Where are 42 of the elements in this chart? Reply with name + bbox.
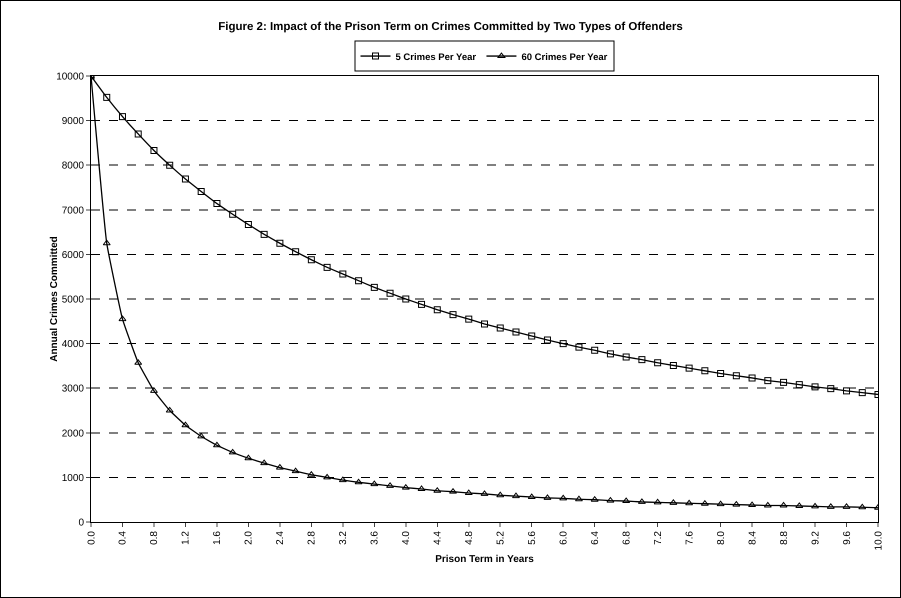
x-tick-label: 1.6 bbox=[212, 530, 224, 545]
x-tick-label: 7.6 bbox=[684, 530, 696, 545]
x-tick-label: 3.2 bbox=[338, 530, 350, 545]
x-tick-label: 8.4 bbox=[747, 530, 758, 545]
y-tick-label: 10000 bbox=[56, 72, 84, 82]
x-tick-label: 4.8 bbox=[464, 530, 476, 545]
x-tick-label: 9.6 bbox=[842, 530, 853, 545]
y-axis-title: Annual Crimes Committed bbox=[48, 236, 60, 362]
y-tick-label: 1000 bbox=[62, 472, 84, 484]
y-tick-label: 3000 bbox=[62, 384, 84, 395]
chart-title: Figure 2: Impact of the Prison Term on Crimes Committed by Two Types of Offenders bbox=[218, 20, 683, 33]
x-tick-label: 0.4 bbox=[118, 530, 129, 545]
x-tick-label: 5.2 bbox=[495, 530, 506, 545]
y-tick-label: 2000 bbox=[62, 428, 84, 440]
x-tick-label: 5.6 bbox=[526, 530, 538, 545]
y-tick-label: 6000 bbox=[62, 250, 84, 261]
x-tick-label: 4.0 bbox=[401, 530, 412, 545]
y-tick-label: 4000 bbox=[62, 339, 84, 350]
x-tick-label: 0.0 bbox=[86, 530, 98, 545]
y-tick-label: 5000 bbox=[62, 294, 84, 306]
x-tick-label: 0.8 bbox=[149, 530, 160, 545]
y-tick-label: 0 bbox=[78, 518, 84, 528]
x-tick-label: 2.0 bbox=[244, 530, 255, 545]
x-tick-label: 2.8 bbox=[306, 530, 318, 545]
x-tick-label: 6.0 bbox=[558, 530, 570, 545]
x-tick-label: 6.8 bbox=[621, 530, 632, 545]
x-tick-label: 10.0 bbox=[873, 530, 884, 550]
x-tick-label: 6.4 bbox=[590, 530, 601, 545]
x-tick-label: 8.8 bbox=[778, 530, 790, 545]
y-tick-label: 8000 bbox=[62, 160, 84, 172]
x-tick-label: 4.4 bbox=[432, 530, 444, 545]
legend-label: 60 Crimes Per Year bbox=[521, 52, 608, 63]
x-tick-label: 2.4 bbox=[275, 530, 286, 545]
x-tick-label: 7.2 bbox=[652, 530, 664, 545]
x-tick-label: 1.2 bbox=[180, 530, 192, 545]
x-tick-label: 8.0 bbox=[716, 530, 727, 545]
x-tick-label: 3.6 bbox=[370, 530, 381, 545]
y-tick-label: 7000 bbox=[62, 205, 84, 216]
legend-label: 5 Crimes Per Year bbox=[396, 52, 476, 63]
y-tick-label: 9000 bbox=[62, 116, 84, 128]
x-axis-title: Prison Term in Years bbox=[435, 554, 534, 565]
x-tick-label: 9.2 bbox=[810, 530, 822, 545]
